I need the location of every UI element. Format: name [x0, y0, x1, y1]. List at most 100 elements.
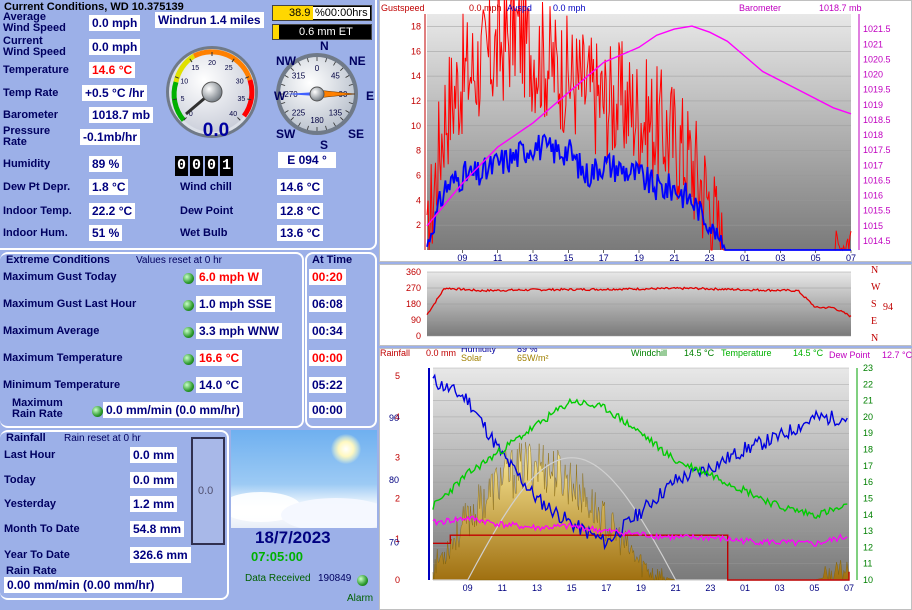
rain-tick-label: 4 — [395, 412, 400, 422]
rain-rate-label: Rain Rate — [6, 565, 57, 577]
compass-tick-label: 270 — [284, 90, 298, 99]
x-tick-label: 23 — [705, 253, 715, 262]
compass-tick-label: 45 — [331, 72, 340, 81]
rain-gauge-value: 0.0 — [198, 485, 214, 497]
temp-tick-label: 19 — [863, 428, 873, 438]
indoor-hum-value: 51 % — [89, 225, 123, 241]
temp-tick-label: 18 — [863, 445, 873, 455]
compass-tick-mark — [348, 102, 353, 104]
x-tick-label: 11 — [493, 253, 502, 262]
temp-tick-label: 22 — [863, 379, 873, 389]
wet-bulb-value: 13.6 °C — [277, 225, 324, 241]
compass-tick-mark — [298, 122, 301, 127]
wind-chill-label: Wind chill — [180, 181, 232, 193]
yesterday-rain-value: 1.2 mm — [130, 496, 178, 512]
maximum-temperature-time: 00:00 — [309, 350, 346, 366]
y-tick-label: 360 — [406, 267, 421, 277]
temp-tick-label: 12 — [863, 542, 873, 552]
maximum-average-label: Maximum Average — [3, 325, 100, 337]
y-tick-label-left: 2 — [416, 220, 421, 230]
y-tick-label-right: 1015.5 — [863, 206, 891, 216]
compass-tick-mark — [333, 122, 336, 127]
rainfall-series — [433, 534, 850, 581]
compass-tick-mark — [284, 110, 289, 113]
humidity-tick-label: 70 — [389, 538, 399, 548]
compass-tick-mark — [281, 84, 286, 86]
speedo-tick-label: 10 — [180, 79, 188, 86]
temp-tick-label: 17 — [863, 461, 873, 471]
compass-tick-mark — [325, 58, 327, 63]
current-direction: 94 — [883, 302, 893, 313]
app-title: Current Conditions, WD 10.375139 — [4, 1, 184, 13]
x-tick-label: 17 — [599, 253, 609, 262]
temp-tick-label: 11 — [863, 559, 872, 569]
temperature-label: Temperature — [3, 64, 69, 76]
temp-rate-label: Temp Rate — [3, 87, 59, 99]
legend-dew-label: Dew Point — [829, 350, 871, 360]
y-tick-label-right: 1015 — [863, 221, 883, 231]
legend-solar-label: Solar — [461, 353, 482, 363]
y-tick-label-right: 1021 — [863, 39, 883, 49]
sunshine-percent: 38.9 — [289, 7, 311, 19]
humidity-series — [432, 373, 848, 551]
y-tick-label-left: 12 — [411, 96, 421, 106]
last-hour-rain-value: 0.0 mm — [130, 447, 178, 463]
maximum-rain-rate-time: 00:00 — [309, 402, 346, 418]
x-tick-label: 17 — [601, 583, 611, 593]
speedo-tick-label: 30 — [236, 79, 244, 86]
speedo-tick-label: 40 — [229, 111, 237, 118]
rain-tick-label: 1 — [395, 534, 400, 544]
legend-baro-label: Barometer — [739, 3, 781, 13]
compass-tick-mark — [340, 67, 344, 71]
temp-tick-label: 23 — [863, 363, 873, 373]
et-bar: 0.6 mm ET — [272, 24, 372, 40]
speedo-tick-label: 25 — [225, 65, 233, 72]
indoor-hum-label: Indoor Hum. — [3, 227, 68, 239]
data-received-led — [357, 575, 368, 586]
compass-sw-label: SW — [276, 127, 296, 141]
windrun-value: Windrun 1.4 miles — [155, 12, 264, 28]
temp-humidity-chart: 1011121314151617181920212223012345708090… — [380, 348, 912, 593]
x-tick-label: 19 — [636, 583, 646, 593]
alarm-label[interactable]: Alarm — [347, 593, 374, 604]
rain-tick-label: 5 — [395, 371, 400, 381]
maximum-rain-rate-value: 0.0 mm/min (0.0 mm/hr) — [103, 402, 244, 418]
y-tick-label-left: 6 — [416, 170, 421, 180]
barometer-label: Barometer — [3, 109, 59, 121]
wind-compass: 04590135180225270315 — [276, 53, 358, 135]
y-tick-label: 0 — [416, 331, 421, 341]
compass-s-label: S — [320, 138, 329, 152]
temp-rate-value: +0.5 °C /hr — [82, 85, 148, 101]
current-date: 18/7/2023 — [255, 528, 331, 547]
compass-e-label: E — [366, 89, 375, 103]
x-tick-label: 15 — [567, 583, 577, 593]
compass-tick-mark — [333, 61, 336, 66]
y-tick-label-left: 4 — [416, 195, 421, 205]
rain-tick-label: 2 — [395, 493, 400, 503]
speedo-tick-label: 20 — [208, 60, 216, 67]
current-wind-speed-label: Current Wind Speed — [3, 35, 66, 58]
legend-temp-val: 14.5 °C — [793, 348, 824, 358]
dew-point-label: Dew Point — [180, 205, 234, 217]
y-tick-label-right: 1019.5 — [863, 85, 891, 95]
speedo-tick-mark — [247, 98, 252, 101]
maximum-average-time: 00:34 — [309, 323, 346, 339]
x-tick-label: 13 — [532, 583, 542, 593]
dew-pt-depr-value: 1.8 °C — [89, 179, 129, 195]
x-tick-label: 19 — [634, 253, 644, 262]
compass-tick-label: 315 — [292, 72, 306, 81]
legend-gust-label: Gustspeed — [381, 3, 425, 13]
minimum-temperature-led — [183, 381, 194, 392]
compass-tick-mark — [307, 125, 309, 130]
maximum-gust-today-value: 6.0 mph W — [196, 269, 263, 285]
last-hour-rain-label: Last Hour — [4, 449, 56, 461]
compass-n-label: N — [320, 39, 329, 53]
month-to-date-rain-label: Month To Date — [4, 523, 80, 535]
compass-tick-mark — [307, 58, 309, 63]
x-tick-label: 05 — [809, 583, 819, 593]
x-tick-label: 11 — [498, 583, 507, 593]
y-tick-label-right: 1016.5 — [863, 175, 891, 185]
compass-tick-mark — [325, 125, 327, 130]
month-to-date-rain-value: 54.8 mm — [130, 521, 185, 537]
